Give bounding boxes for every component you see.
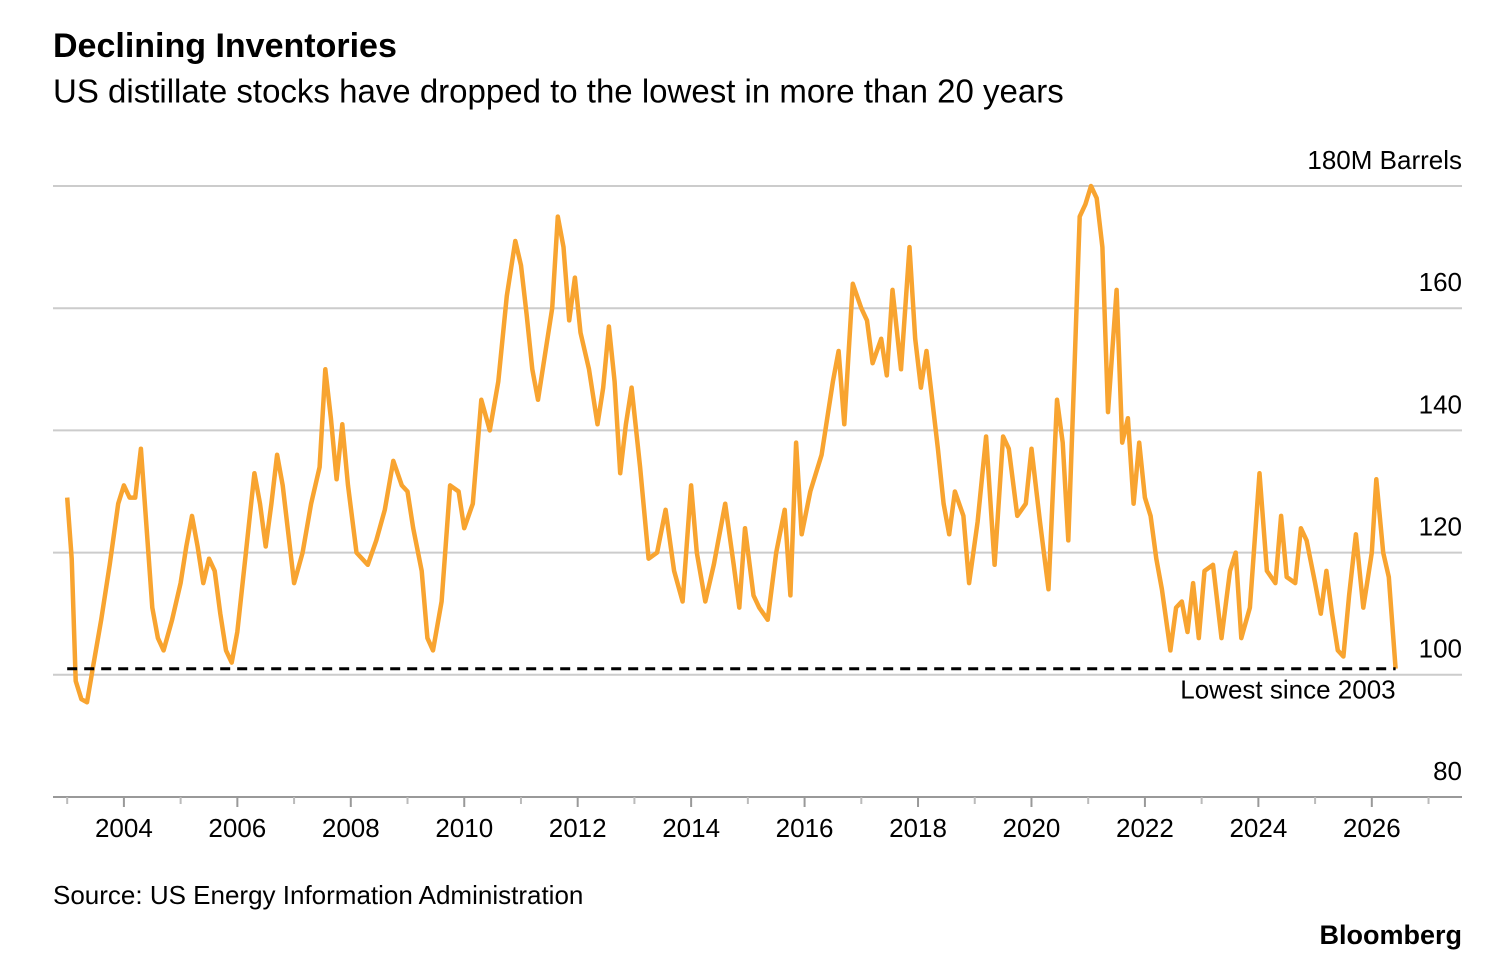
y-tick-label: 180M Barrels — [1307, 145, 1462, 175]
x-tick-label: 2022 — [1116, 813, 1174, 843]
brand: Bloomberg — [1319, 920, 1462, 950]
y-tick-label: 120 — [1419, 511, 1462, 541]
line — [64, 183, 1398, 705]
x-tick-label: 2012 — [549, 813, 607, 843]
x-tick-label: 2004 — [95, 813, 153, 843]
x-tick-label: 2014 — [662, 813, 720, 843]
x-tick-label: 2006 — [208, 813, 266, 843]
annotation-label: Lowest since 2003 — [1180, 675, 1395, 705]
x-tick-label: 2020 — [1003, 813, 1061, 843]
chart-subtitle: US distillate stocks have dropped to the… — [53, 73, 1064, 110]
y-tick-label: 140 — [1419, 389, 1462, 419]
x-tick-label: 2024 — [1229, 813, 1287, 843]
x-tick-label: 2018 — [889, 813, 947, 843]
y-tick-label: 80 — [1433, 756, 1462, 786]
x-tick-label: 2016 — [776, 813, 834, 843]
y-tick-label: 160 — [1419, 267, 1462, 297]
y-tick-label: 100 — [1419, 634, 1462, 664]
chart-title: Declining Inventories — [53, 27, 397, 65]
source: Source: US Energy Information Administra… — [53, 880, 583, 910]
x-tick-label: 2026 — [1343, 813, 1401, 843]
x-tick-label: 2010 — [435, 813, 493, 843]
x-tick-label: 2008 — [322, 813, 380, 843]
